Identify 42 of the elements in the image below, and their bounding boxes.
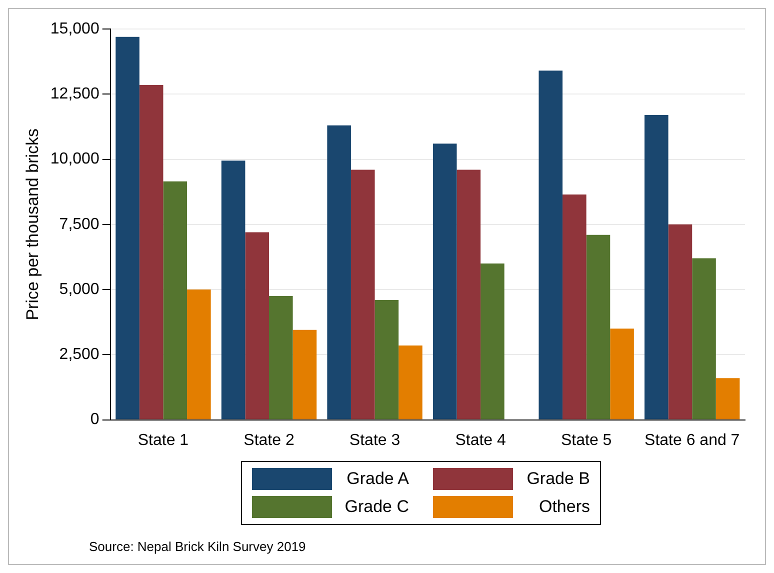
bar [716,378,740,420]
bar [692,258,716,420]
legend-label: Grade C [344,497,409,517]
bar [292,330,317,420]
legend-label: Others [538,497,590,517]
bar [668,224,692,420]
x-tick-label: State 5 [560,432,612,449]
bar [163,181,188,420]
bar [116,36,140,420]
bar [374,300,399,420]
y-tick-label: 7,500 [59,216,100,233]
y-tick-label: 10,000 [50,150,100,168]
x-tick-label: State 6 and 7 [644,432,740,449]
x-tick-label: State 1 [138,432,189,449]
bar [432,144,457,420]
y-tick-label: 12,500 [50,86,100,103]
bar [269,296,293,420]
y-tick-label: 2,500 [59,346,100,364]
bar [187,290,211,420]
y-tick-label: 0 [90,411,100,428]
legend-label: Grade B [526,469,590,489]
bar [221,160,246,420]
source-note: Source: Nepal Brick Kiln Survey 2019 [89,539,306,554]
bar [456,170,481,420]
y-tick-label: 15,000 [50,20,100,38]
bar [562,194,586,420]
bar [139,85,164,420]
bar [245,232,270,420]
x-tick-label: State 2 [244,432,294,449]
bar [538,70,563,420]
x-tick-label: State 3 [349,432,400,449]
legend-label: Grade A [346,469,409,489]
bar [398,346,422,420]
y-tick-label: 5,000 [59,280,100,298]
bar [586,234,610,420]
bar [350,170,375,420]
bar [644,114,668,420]
x-tick-label: State 4 [455,432,506,449]
y-axis-title: Price per thousand bricks [22,128,42,320]
bar [327,125,351,420]
bar [610,328,634,420]
bar [480,263,504,420]
